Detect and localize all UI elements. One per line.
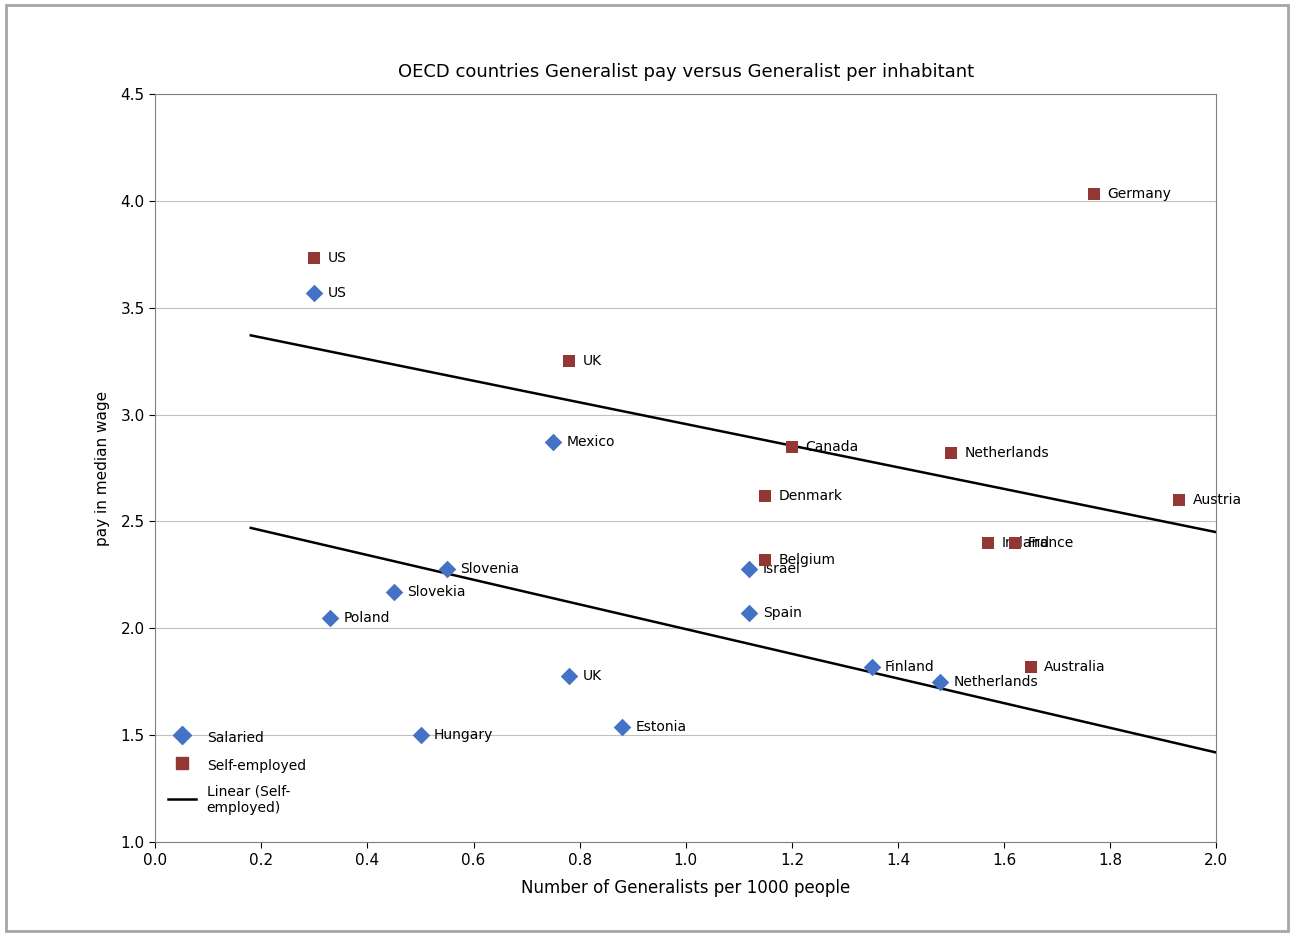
Point — [559, 354, 580, 369]
Point — [978, 535, 999, 550]
Point — [1020, 660, 1040, 675]
Point — [410, 728, 431, 743]
Text: Spain: Spain — [762, 607, 801, 621]
Point — [304, 285, 325, 300]
Text: Estonia: Estonia — [635, 720, 687, 734]
Text: Belgium: Belgium — [779, 553, 836, 567]
Text: Australia: Australia — [1044, 660, 1105, 674]
Point — [320, 610, 340, 625]
Point — [930, 675, 951, 690]
Text: Austria: Austria — [1193, 493, 1242, 507]
Text: Slovenia: Slovenia — [461, 562, 519, 576]
Point — [612, 720, 633, 735]
Point — [1084, 186, 1105, 201]
Text: Denmark: Denmark — [779, 489, 842, 503]
Point — [754, 552, 775, 567]
Point — [559, 668, 580, 683]
Title: OECD countries Generalist pay versus Generalist per inhabitant: OECD countries Generalist pay versus Gen… — [397, 63, 974, 80]
Point — [941, 446, 961, 461]
Point — [862, 660, 883, 675]
Legend: Salaried, Self-employed, Linear (Self-
employed): Salaried, Self-employed, Linear (Self- e… — [162, 723, 312, 821]
Text: UK: UK — [582, 354, 602, 368]
Point — [739, 561, 760, 576]
Text: Poland: Poland — [344, 611, 389, 624]
X-axis label: Number of Generalists per 1000 people: Number of Generalists per 1000 people — [521, 879, 850, 897]
Point — [1004, 535, 1025, 550]
Text: Ireland: Ireland — [1002, 536, 1049, 549]
Text: Netherlands: Netherlands — [964, 446, 1049, 460]
Text: US: US — [327, 252, 347, 265]
Text: Netherlands: Netherlands — [954, 675, 1038, 689]
Point — [383, 585, 404, 600]
Text: Mexico: Mexico — [567, 435, 615, 449]
Text: Israel: Israel — [762, 562, 801, 576]
Point — [542, 435, 563, 450]
Text: Canada: Canada — [805, 440, 858, 454]
Text: Finland: Finland — [885, 660, 934, 674]
Point — [1168, 492, 1189, 507]
Point — [304, 251, 325, 266]
Point — [436, 561, 458, 576]
Text: UK: UK — [582, 668, 602, 682]
Point — [754, 489, 775, 504]
Text: Germany: Germany — [1108, 187, 1171, 201]
Text: Slovekia: Slovekia — [408, 585, 466, 599]
Text: Hungary: Hungary — [433, 728, 493, 742]
Y-axis label: pay in median wage: pay in median wage — [94, 390, 110, 546]
Point — [782, 439, 802, 454]
Text: US: US — [327, 285, 347, 300]
Point — [739, 606, 760, 621]
Text: France: France — [1027, 536, 1074, 549]
